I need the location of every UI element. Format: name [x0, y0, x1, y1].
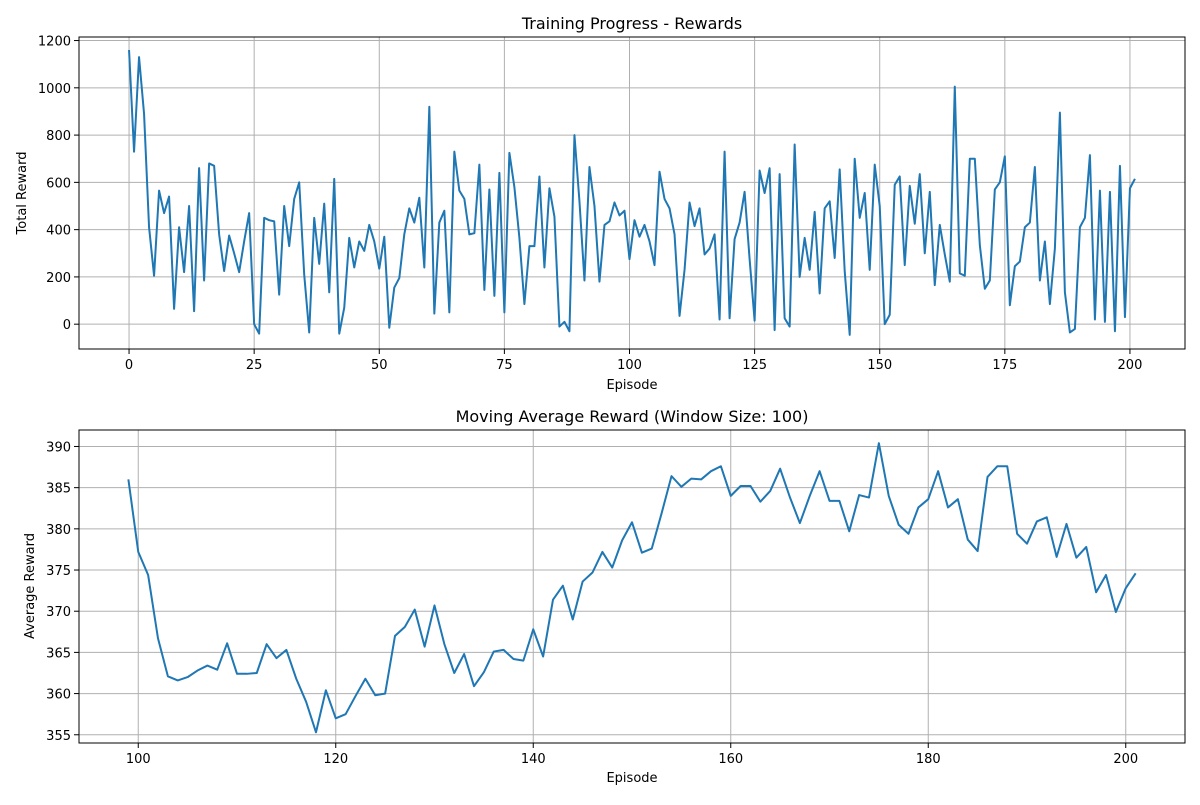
rewards-y-tick-label: 0 — [63, 318, 71, 333]
moving-average-grid — [79, 430, 1185, 743]
moving-average-y-tick-label: 355 — [46, 729, 71, 744]
moving-average-line — [127, 442, 1137, 734]
moving-average-x-tick-label: 160 — [718, 752, 743, 767]
rewards-x-tick-label: 200 — [1118, 358, 1143, 373]
rewards-x-tick-label: 50 — [371, 358, 388, 373]
rewards-ticks: 0 25 50 75 100 125 150 175 200 0 200 400 600 800 1000 1… — [38, 35, 1142, 373]
rewards-y-tick-label: 800 — [46, 129, 71, 144]
moving-average-y-axis-label: Average Reward — [23, 533, 38, 639]
moving-average-y-tick-label: 385 — [46, 482, 71, 497]
moving-average-y-tick-label: 390 — [46, 440, 71, 455]
rewards-x-axis-label: Episode — [606, 378, 657, 393]
rewards-x-tick-label: 25 — [246, 358, 263, 373]
rewards-y-tick-label: 200 — [46, 271, 71, 286]
rewards-x-tick-label: 100 — [617, 358, 642, 373]
moving-average-y-tick-label: 360 — [46, 688, 71, 703]
moving-average-y-tick-label: 365 — [46, 646, 71, 661]
moving-average-ticks: 100 120 140 160 180 200 355 360 365 370 375 380 385 3… — [46, 440, 1138, 767]
rewards-line — [128, 49, 1136, 336]
moving-average-y-tick-label: 380 — [46, 523, 71, 538]
moving-average-chart-title: Moving Average Reward (Window Size: 100) — [456, 407, 809, 426]
moving-average-x-tick-label: 100 — [126, 752, 151, 767]
rewards-x-tick-label: 125 — [742, 358, 767, 373]
rewards-panel: Training Progress - Rewards 0 25 50 75 100 12… — [15, 14, 1186, 393]
moving-average-y-tick-label: 370 — [46, 605, 71, 620]
moving-average-x-tick-label: 140 — [521, 752, 546, 767]
moving-average-line-series — [127, 442, 1137, 734]
moving-average-x-tick-label: 200 — [1113, 752, 1138, 767]
rewards-chart-title: Training Progress - Rewards — [521, 14, 742, 33]
rewards-y-tick-label: 1000 — [38, 82, 71, 97]
rewards-y-tick-label: 1200 — [38, 35, 71, 50]
moving-average-plot-frame — [78, 429, 1186, 744]
rewards-grid — [79, 37, 1185, 349]
moving-average-panel: Moving Average Reward (Window Size: 100)… — [23, 407, 1186, 786]
rewards-plot-frame — [78, 36, 1186, 350]
moving-average-x-axis-label: Episode — [606, 771, 657, 786]
rewards-x-tick-label: 0 — [125, 358, 133, 373]
rewards-x-tick-label: 75 — [496, 358, 513, 373]
moving-average-x-tick-label: 180 — [916, 752, 941, 767]
moving-average-x-tick-label: 120 — [323, 752, 348, 767]
rewards-line-series — [128, 49, 1136, 336]
rewards-y-axis-label: Total Reward — [15, 152, 30, 236]
rewards-y-tick-label: 400 — [46, 224, 71, 239]
rewards-y-tick-label: 600 — [46, 176, 71, 191]
moving-average-y-tick-label: 375 — [46, 564, 71, 579]
rewards-x-tick-label: 150 — [867, 358, 892, 373]
rewards-x-tick-label: 175 — [992, 358, 1017, 373]
